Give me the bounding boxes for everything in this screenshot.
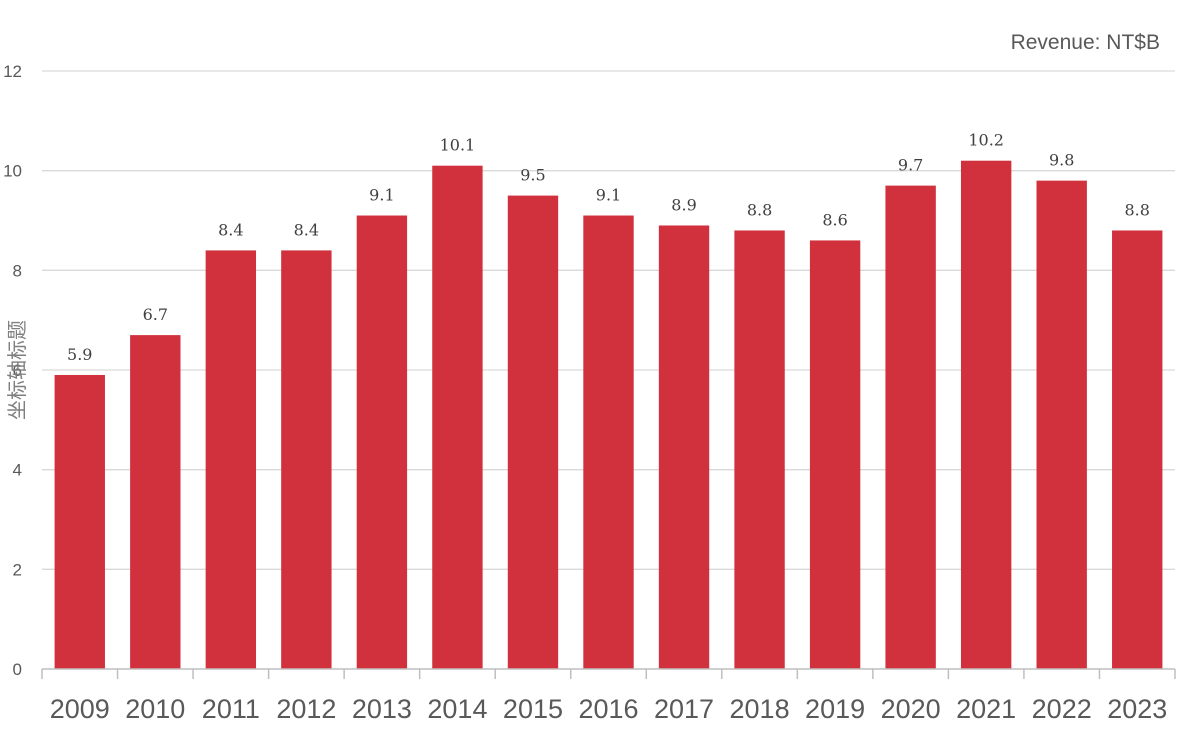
data-label: 8.6 [822,210,847,229]
bar [583,215,634,669]
bars [54,160,1163,670]
x-tick-label: 2011 [202,694,260,724]
data-label: 9.7 [898,156,923,175]
x-tick-label: 2009 [50,694,110,724]
data-labels: 5.9 6.7 8.4 8.4 9.1 10.1 9.5 9.1 8.9 8.8 8.6 9.7 10.… [67,131,1150,364]
bar [960,160,1012,669]
bar [356,215,408,669]
bar [658,225,710,669]
y-tick-label: 10 [3,162,22,181]
data-label: 9.5 [520,166,545,185]
bar [205,250,257,669]
bar [1036,180,1087,669]
y-tick-label: 12 [3,62,22,81]
x-tick-label: 2022 [1032,694,1092,724]
data-label: 8.4 [218,220,243,239]
y-tick-label: 6 [13,361,22,380]
data-label: 8.8 [747,200,772,219]
data-label: 10.2 [968,131,1004,150]
y-axis-title: 坐标轴标题 [5,320,29,420]
bar [885,185,936,669]
x-tick-label: 2014 [427,694,487,724]
x-tick-label: 2018 [730,694,790,724]
y-tick-label: 8 [13,261,22,280]
data-label: 8.8 [1125,200,1150,219]
data-label: 9.1 [596,186,621,205]
bar [281,250,332,669]
bar [54,374,105,669]
bar [809,240,861,669]
x-tick-label: 2023 [1107,694,1167,724]
data-label: 8.9 [671,195,696,214]
data-label: 6.7 [143,305,168,324]
bar [507,195,559,670]
data-label: 10.1 [440,136,476,155]
x-tick-label: 2013 [352,694,412,724]
x-tick-label: 2010 [125,694,185,724]
bar [432,165,483,669]
x-axis: 2009 2010 2011 2012 2013 2014 2015 2016 2017 2018… [41,668,1176,724]
data-label: 5.9 [67,345,92,364]
y-tick-label: 4 [13,461,22,480]
x-tick-label: 2016 [578,694,638,724]
x-tick-label: 2015 [503,694,563,724]
data-label: 9.8 [1049,151,1074,170]
y-tick-label: 2 [13,560,22,579]
y-tick-label: 0 [13,660,22,679]
data-label: 9.1 [369,186,394,205]
data-label: 8.4 [294,220,319,239]
x-tick-label: 2012 [276,694,336,724]
x-tick-label: 2017 [654,694,714,724]
x-tick-label: 2019 [805,694,865,724]
unit-label: Revenue: NT$B [1011,31,1160,54]
x-tick-label: 2020 [881,694,941,724]
bar [1112,230,1163,669]
bar [734,230,785,669]
bar [130,335,181,669]
x-tick-label: 2021 [956,694,1016,724]
